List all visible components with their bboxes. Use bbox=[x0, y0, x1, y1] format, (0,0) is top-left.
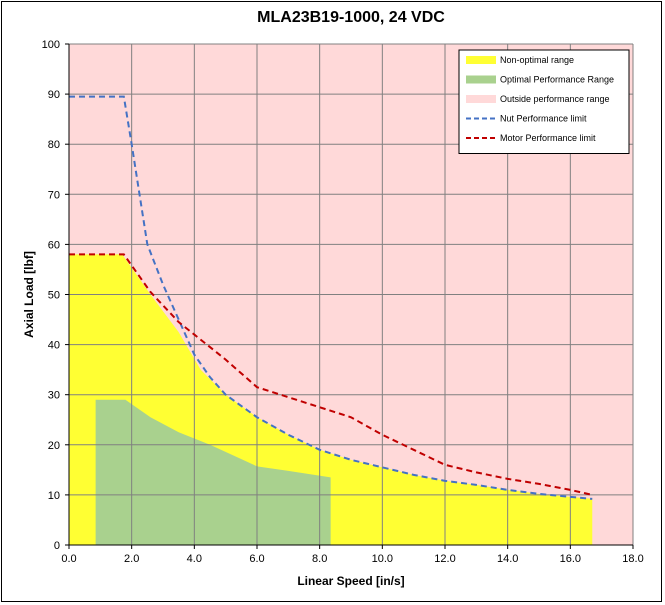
x-tick-label: 4.0 bbox=[187, 553, 202, 565]
x-tick-label: 8.0 bbox=[312, 553, 327, 565]
x-tick-label: 14.0 bbox=[497, 553, 518, 565]
chart-title: MLA23B19-1000, 24 VDC bbox=[257, 9, 445, 26]
legend-label: Outside performance range bbox=[500, 94, 610, 104]
legend-swatch bbox=[466, 56, 496, 64]
legend-label: Motor Performance limit bbox=[500, 133, 596, 143]
x-tick-labels: 0.0 2.0 4.0 6.0 8.0 10.0 12.0 14.0 16.0 18.0 bbox=[61, 553, 643, 565]
x-tick-label: 6.0 bbox=[249, 553, 264, 565]
area-optimal-performance-range bbox=[95, 399, 331, 545]
y-tick-label: 40 bbox=[48, 340, 60, 352]
x-tick-label: 0.0 bbox=[61, 553, 76, 565]
x-tick-label: 10.0 bbox=[372, 553, 393, 565]
legend-label: Optimal Performance Range bbox=[500, 75, 614, 85]
area-series-group bbox=[69, 254, 593, 546]
y-tick-label: 30 bbox=[48, 390, 60, 402]
x-axis-title: Linear Speed [in/s] bbox=[297, 574, 404, 588]
x-tick-label: 12.0 bbox=[434, 553, 455, 565]
legend-label: Non-optimal range bbox=[500, 55, 574, 65]
y-tick-label: 10 bbox=[48, 490, 60, 502]
line-series-group bbox=[69, 95, 593, 500]
y-tick-label: 50 bbox=[48, 290, 60, 302]
y-tick-label: 90 bbox=[48, 89, 60, 101]
legend: Non-optimal range Optimal Performance Ran… bbox=[458, 49, 630, 154]
y-tick-label: 60 bbox=[48, 239, 60, 251]
legend-label: Nut Performance limit bbox=[500, 114, 587, 124]
axes bbox=[65, 43, 634, 549]
x-tick-label: 2.0 bbox=[124, 553, 139, 565]
x-tick-label: 18.0 bbox=[622, 553, 643, 565]
y-tick-label: 100 bbox=[42, 39, 60, 51]
y-tick-label: 0 bbox=[54, 540, 60, 552]
legend-swatch bbox=[466, 95, 496, 103]
legend-swatch bbox=[466, 75, 496, 84]
y-tick-label: 20 bbox=[48, 440, 60, 452]
y-tick-label: 70 bbox=[48, 189, 60, 201]
x-tick-label: 16.0 bbox=[560, 553, 581, 565]
line-motor-performance-limit bbox=[69, 253, 593, 496]
y-axis-title: Axial Load [lbf] bbox=[22, 251, 36, 338]
y-tick-labels: 0 10 20 30 40 50 60 70 80 90 100 bbox=[42, 39, 60, 552]
y-tick-label: 80 bbox=[48, 139, 60, 151]
